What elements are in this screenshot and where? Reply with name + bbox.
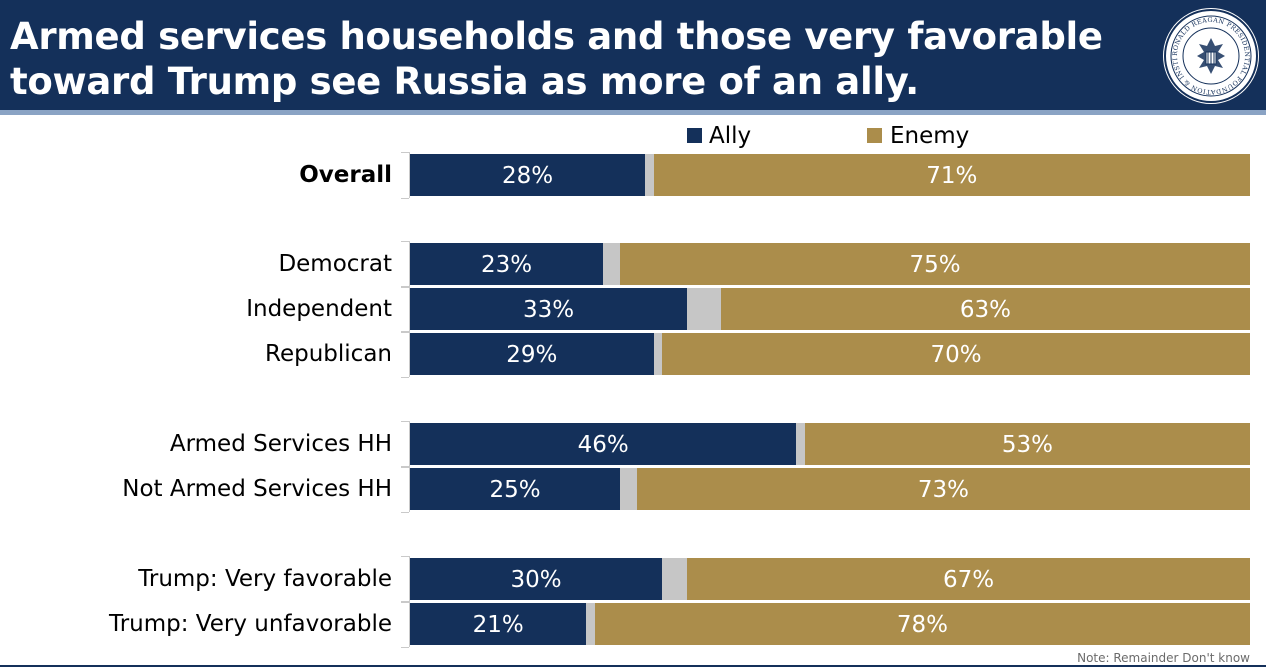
- bar-ally: [410, 423, 797, 465]
- header-rule: [0, 110, 1266, 115]
- axis-line-group-1: [409, 241, 410, 377]
- legend-label-enemy: Enemy: [890, 123, 970, 149]
- bar-enemy: [620, 243, 1250, 285]
- bar-dont-know: [620, 468, 637, 510]
- axis-tick: [401, 647, 409, 648]
- data-label-enemy: 67%: [943, 567, 995, 593]
- category-label-democrat: Democrat: [278, 251, 392, 277]
- data-label-ally: 23%: [481, 252, 533, 278]
- data-label-enemy: 75%: [909, 252, 961, 278]
- bar-dont-know: [645, 154, 654, 196]
- footer-rule: [0, 665, 1266, 667]
- data-label-ally: 21%: [472, 612, 524, 638]
- data-label-enemy: 71%: [926, 163, 978, 189]
- bar-dont-know: [796, 423, 805, 465]
- axis-tick: [401, 241, 409, 242]
- category-label-not-armed-services-hh: Not Armed Services HH: [122, 476, 392, 502]
- title-line-2: toward Trump see Russia as more of an al…: [10, 60, 919, 103]
- bar-ally: [410, 603, 587, 645]
- axis-tick: [401, 198, 409, 199]
- bar-ally: [410, 333, 654, 375]
- axis-line-group-3: [409, 556, 410, 647]
- header-banner: Armed services households and those very…: [0, 0, 1266, 110]
- data-label-enemy: 53%: [1001, 432, 1053, 458]
- bar-ally: [410, 243, 604, 285]
- bar-enemy: [653, 154, 1250, 196]
- data-label-ally: 33%: [523, 297, 575, 323]
- category-label-armed-services-hh: Armed Services HH: [169, 431, 392, 457]
- footnote: Note: Remainder Don't know: [1077, 651, 1250, 665]
- bar-enemy: [594, 603, 1250, 645]
- axis-tick: [401, 421, 409, 422]
- category-label-independent: Independent: [246, 296, 392, 322]
- title-line-1: Armed services households and those very…: [10, 15, 1103, 58]
- bar-enemy: [662, 333, 1250, 375]
- axis-tick: [401, 287, 409, 288]
- axis-line-group-0: [409, 152, 410, 198]
- bar-ally: [410, 288, 688, 330]
- data-label-enemy: 63%: [959, 297, 1011, 323]
- reagan-foundation-seal: RONALD REAGAN PRESIDENTIAL FOUNDATION & …: [1160, 2, 1259, 104]
- axis-tick: [401, 332, 409, 333]
- bar-enemy: [720, 288, 1250, 330]
- bar-dont-know: [586, 603, 595, 645]
- data-label-enemy: 70%: [930, 342, 982, 368]
- category-label-republican: Republican: [265, 341, 392, 367]
- axis-tick: [401, 601, 409, 602]
- bar-ally: [410, 558, 662, 600]
- axis-tick: [401, 466, 409, 467]
- legend-label-ally: Ally: [709, 123, 752, 149]
- page-title: Armed services households and those very…: [10, 14, 1140, 104]
- bar-dont-know: [653, 333, 662, 375]
- category-label-overall: Overall: [299, 162, 392, 188]
- axis-line-group-2: [409, 421, 410, 512]
- bar-ally: [410, 154, 646, 196]
- bar-enemy: [804, 423, 1250, 465]
- seal-icon: RONALD REAGAN PRESIDENTIAL FOUNDATION & …: [1160, 2, 1258, 103]
- bar-ally: [410, 468, 620, 510]
- axis-tick: [401, 602, 409, 603]
- bar-enemy: [636, 468, 1250, 510]
- data-label-ally: 30%: [510, 567, 562, 593]
- data-label-enemy: 73%: [917, 477, 969, 503]
- data-label-ally: 46%: [577, 432, 629, 458]
- bar-enemy: [687, 558, 1250, 600]
- axis-tick: [401, 286, 409, 287]
- data-label-enemy: 78%: [896, 612, 948, 638]
- data-label-ally: 25%: [489, 477, 541, 503]
- axis-tick: [401, 377, 409, 378]
- bar-dont-know: [603, 243, 620, 285]
- data-label-ally: 29%: [506, 342, 558, 368]
- bar-dont-know: [662, 558, 688, 600]
- bar-dont-know: [687, 288, 721, 330]
- legend-swatch-ally: [687, 128, 702, 143]
- category-label-trump-very-favorable: Trump: Very favorable: [138, 566, 392, 592]
- axis-tick: [401, 512, 409, 513]
- axis-tick: [401, 467, 409, 468]
- axis-tick: [401, 152, 409, 153]
- axis-tick: [401, 556, 409, 557]
- legend-swatch-enemy: [867, 128, 882, 143]
- data-label-ally: 28%: [502, 163, 554, 189]
- category-label-trump-very-unfavorable: Trump: Very unfavorable: [109, 611, 392, 637]
- axis-tick: [401, 331, 409, 332]
